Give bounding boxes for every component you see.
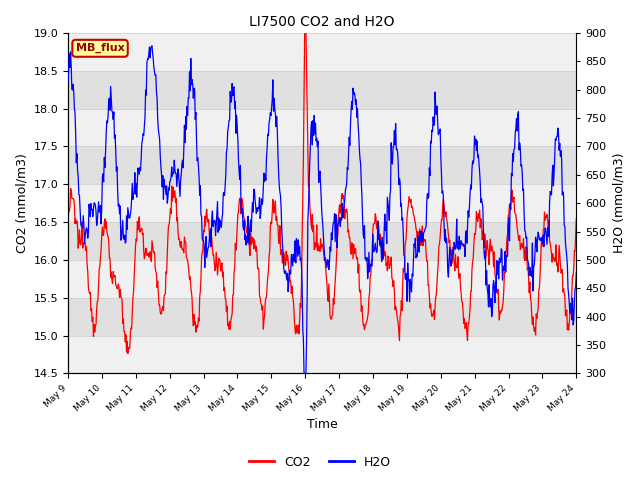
Bar [68,222,576,260]
Bar [68,260,576,298]
Bar [68,146,576,184]
Legend: CO2, H2O: CO2, H2O [244,451,396,474]
Bar [68,33,576,71]
Bar [68,298,576,336]
Title: LI7500 CO2 and H2O: LI7500 CO2 and H2O [250,15,395,29]
Bar [68,336,576,373]
Y-axis label: CO2 (mmol/m3): CO2 (mmol/m3) [15,153,28,253]
X-axis label: Time: Time [307,419,337,432]
Y-axis label: H2O (mmol/m3): H2O (mmol/m3) [612,153,625,253]
Bar [68,108,576,146]
Bar [68,184,576,222]
Bar [68,71,576,108]
Text: MB_flux: MB_flux [76,43,124,53]
